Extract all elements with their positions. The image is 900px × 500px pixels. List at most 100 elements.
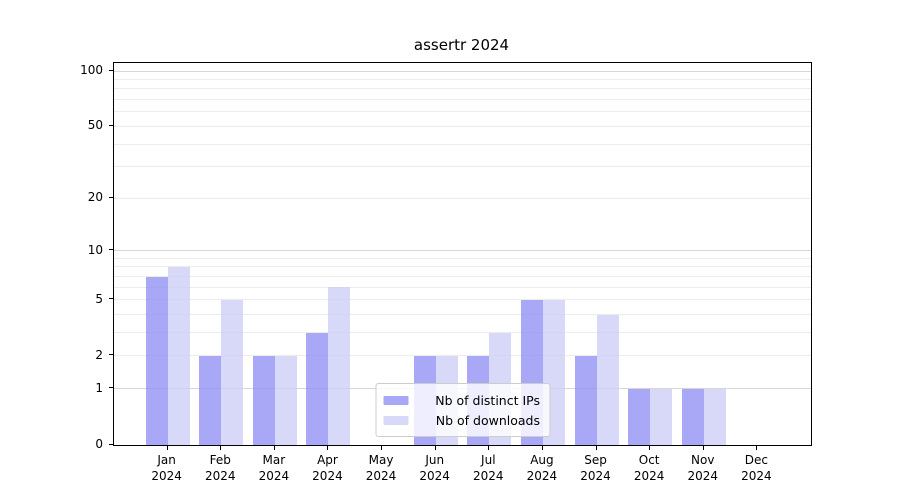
legend-label: Nb of downloads: [435, 412, 540, 428]
x-tick-year: 2024: [633, 469, 665, 483]
gridline-minor: [114, 355, 811, 357]
x-tick-mark: [381, 446, 383, 450]
x-tick-month: Jul: [481, 453, 496, 467]
x-tick-month: Jun: [425, 453, 445, 467]
gridline-minor: [114, 332, 811, 334]
y-tick-mark: [109, 443, 113, 445]
x-tick-month: Mar: [262, 453, 286, 467]
x-tick-label-may: May 2024: [351, 452, 411, 484]
gridline-minor: [114, 257, 811, 259]
y-tick-label: 5: [95, 291, 103, 306]
x-tick-mark: [702, 446, 704, 450]
y-tick-label: 0: [95, 437, 103, 451]
x-tick-label-apr: Apr 2024: [297, 452, 357, 484]
bar-oct-downloads: [650, 388, 673, 445]
gridline-minor: [114, 125, 811, 127]
gridline-minor: [114, 197, 811, 199]
gridline-major: [114, 250, 811, 252]
x-tick-year: 2024: [312, 469, 343, 483]
legend-swatch-downloads: [383, 415, 408, 425]
x-tick-month: Apr: [317, 453, 338, 467]
gridline-minor: [114, 299, 811, 301]
bar-oct-ips: [628, 388, 651, 445]
gridline-minor: [114, 166, 811, 168]
gridline-minor: [114, 286, 811, 288]
x-tick-year: 2024: [687, 469, 719, 483]
y-tick-label: 20: [87, 190, 103, 205]
legend-label: Nb of distinct IPs: [435, 392, 540, 408]
x-tick-label-feb: Feb 2024: [190, 452, 250, 484]
chart-title: assertr 2024: [413, 36, 510, 54]
x-tick-label-jun: Jun 2024: [405, 452, 465, 484]
legend-row: Nb of distinct IPs: [383, 390, 540, 410]
x-tick-label-oct: Oct 2024: [619, 452, 679, 484]
x-tick-year: 2024: [365, 469, 397, 483]
y-tick-mark: [109, 354, 113, 356]
x-tick-month: Nov: [691, 453, 715, 467]
y-tick-mark: [109, 124, 113, 126]
bar-apr-ips: [306, 332, 329, 445]
bar-sep-downloads: [596, 314, 619, 445]
x-tick-year: 2024: [473, 469, 504, 483]
plot-area: Nb of distinct IPs Nb of downloads: [113, 62, 812, 446]
y-tick-label: 2: [95, 347, 103, 362]
y-tick-mark: [109, 387, 113, 389]
x-tick-label-mar: Mar 2024: [244, 452, 304, 484]
x-tick-month: Aug: [530, 453, 554, 467]
gridline-minor: [114, 78, 811, 80]
gridline-major: [114, 70, 811, 72]
x-tick-month: Dec: [744, 453, 768, 467]
gridline-minor: [114, 275, 811, 277]
y-tick-mark: [109, 249, 113, 251]
x-tick-year: 2024: [580, 469, 611, 483]
legend: Nb of distinct IPs Nb of downloads: [375, 383, 550, 437]
y-tick-label: 10: [87, 242, 103, 257]
x-tick-month: Jan: [157, 453, 176, 467]
x-tick-mark: [595, 446, 597, 450]
bar-nov-ips: [681, 388, 704, 445]
gridline-minor: [114, 88, 811, 90]
y-tick-label: 100: [80, 63, 103, 77]
x-tick-label-jul: Jul 2024: [458, 452, 518, 484]
gridline-minor: [114, 111, 811, 113]
x-tick-mark: [434, 446, 436, 450]
x-tick-label-aug: Aug 2024: [512, 452, 572, 484]
bar-apr-downloads: [328, 287, 351, 445]
gridline-minor: [114, 143, 811, 145]
bar-nov-downloads: [703, 388, 726, 445]
x-tick-month: Oct: [638, 453, 660, 467]
x-tick-label-sep: Sep 2024: [566, 452, 626, 484]
bar-feb-ips: [199, 355, 222, 445]
x-tick-mark: [273, 446, 275, 450]
x-tick-year: 2024: [526, 469, 558, 483]
y-tick-mark: [109, 196, 113, 198]
bar-mar-ips: [252, 355, 275, 445]
gridline-minor: [114, 266, 811, 268]
x-tick-mark: [166, 446, 168, 450]
x-tick-year: 2024: [151, 469, 182, 483]
x-tick-year: 2024: [204, 469, 236, 483]
x-tick-month: Sep: [584, 453, 607, 467]
bar-jan-downloads: [167, 266, 190, 445]
y-tick-label: 1: [95, 380, 103, 395]
x-tick-mark: [541, 446, 543, 450]
x-tick-year: 2024: [741, 469, 772, 483]
x-tick-year: 2024: [419, 469, 450, 483]
gridline-minor: [114, 99, 811, 101]
bar-jan-ips: [145, 276, 168, 445]
bar-feb-downloads: [221, 299, 244, 445]
legend-row: Nb of downloads: [383, 410, 540, 430]
gridline-minor: [114, 314, 811, 316]
x-tick-mark: [327, 446, 329, 450]
legend-swatch-ips: [383, 395, 408, 405]
y-tick-mark: [109, 69, 113, 71]
bar-mar-downloads: [274, 355, 297, 445]
y-tick-label: 50: [87, 118, 103, 133]
y-tick-mark: [109, 298, 113, 300]
x-tick-mark: [756, 446, 758, 450]
bar-sep-ips: [574, 355, 597, 445]
x-tick-mark: [649, 446, 651, 450]
x-tick-mark: [488, 446, 490, 450]
x-tick-label-dec: Dec 2024: [726, 452, 786, 484]
